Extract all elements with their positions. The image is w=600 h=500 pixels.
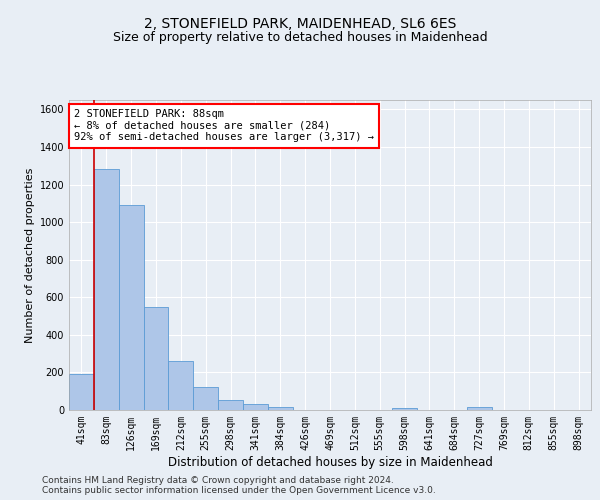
Bar <box>119 205 143 410</box>
Y-axis label: Number of detached properties: Number of detached properties <box>25 168 35 342</box>
Text: Contains HM Land Registry data © Crown copyright and database right 2024.: Contains HM Land Registry data © Crown c… <box>42 476 394 485</box>
X-axis label: Distribution of detached houses by size in Maidenhead: Distribution of detached houses by size … <box>167 456 493 468</box>
Bar <box>467 406 491 410</box>
Bar <box>268 406 293 410</box>
Bar <box>243 404 268 410</box>
Bar <box>69 374 94 410</box>
Text: 2, STONEFIELD PARK, MAIDENHEAD, SL6 6ES: 2, STONEFIELD PARK, MAIDENHEAD, SL6 6ES <box>144 18 456 32</box>
Bar <box>169 361 193 410</box>
Bar <box>193 388 218 410</box>
Text: 2 STONEFIELD PARK: 88sqm
← 8% of detached houses are smaller (284)
92% of semi-d: 2 STONEFIELD PARK: 88sqm ← 8% of detache… <box>74 110 374 142</box>
Bar <box>143 306 169 410</box>
Text: Size of property relative to detached houses in Maidenhead: Size of property relative to detached ho… <box>113 31 487 44</box>
Bar <box>94 168 119 410</box>
Bar <box>392 408 417 410</box>
Text: Contains public sector information licensed under the Open Government Licence v3: Contains public sector information licen… <box>42 486 436 495</box>
Bar <box>218 400 243 410</box>
